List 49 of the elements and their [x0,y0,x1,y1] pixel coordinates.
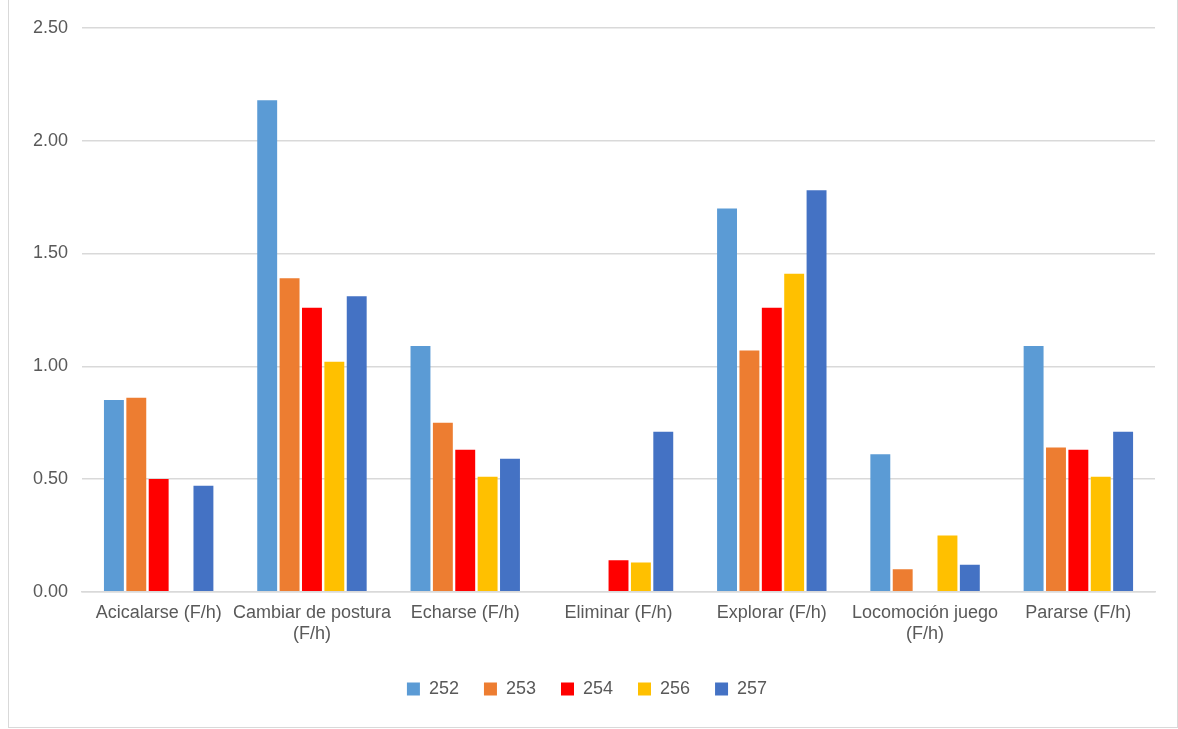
x-tick-label: Explorar (F/h) [716,601,827,622]
y-tick-label: 0.00 [32,580,69,601]
x-tick-label: Cambiar de postura (F/h) [232,601,392,644]
bar [455,449,476,592]
bar [193,485,214,592]
bar [257,100,278,592]
y-tick-label: 1.00 [32,355,69,376]
bar [1046,447,1066,592]
bar [653,431,674,592]
bar [1090,476,1111,592]
bar [937,535,958,592]
x-tick-label: Echarse (F/h) [410,601,520,622]
bar [477,476,498,592]
x-tick-label: Eliminar (F/h) [564,601,673,622]
bar [103,400,124,592]
bar [1023,345,1044,592]
x-tick-label: Locomoción juego (F/h) [852,601,999,644]
bar [126,397,147,592]
bar [739,350,760,592]
legend-label: 257 [737,677,768,698]
x-tick-label: Pararse (F/h) [1025,601,1132,622]
bar [432,422,453,592]
legend-label: 253 [505,677,536,698]
bar [892,569,913,592]
bar [717,208,737,592]
bar [1068,449,1089,592]
bar [806,190,827,592]
bar [870,454,891,592]
y-tick-label: 2.50 [32,16,69,37]
bar [324,361,345,592]
legend-label: 256 [660,677,691,698]
y-tick-label: 0.50 [32,468,69,489]
x-tick-label: Acicalarse (F/h) [95,601,222,622]
bar [148,479,169,592]
bar [346,296,367,592]
bar [500,458,520,592]
bar [761,307,782,592]
legend-label: 252 [428,677,459,698]
bar [302,307,322,592]
bar [959,564,980,592]
bar [410,345,431,592]
bar [1113,431,1134,592]
bar [630,562,651,592]
y-tick-label: 1.50 [32,242,69,263]
bar [279,278,300,592]
legend-label: 254 [582,677,614,698]
bar [608,560,629,592]
y-tick-label: 2.00 [32,129,69,150]
bar [784,273,805,592]
